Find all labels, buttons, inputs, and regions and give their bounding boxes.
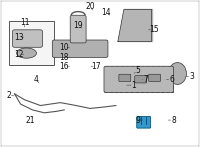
FancyBboxPatch shape (52, 40, 108, 57)
Bar (104, 66, 173, 92)
Text: 2: 2 (6, 91, 11, 100)
FancyBboxPatch shape (70, 15, 86, 43)
Text: 7: 7 (143, 75, 148, 84)
Text: 5: 5 (135, 66, 140, 75)
Text: 17: 17 (91, 62, 101, 71)
FancyBboxPatch shape (137, 116, 151, 128)
Text: 12: 12 (14, 50, 23, 59)
Text: 21: 21 (26, 116, 35, 125)
FancyBboxPatch shape (149, 74, 161, 81)
Ellipse shape (17, 48, 36, 58)
Ellipse shape (169, 63, 186, 84)
FancyBboxPatch shape (1, 1, 199, 146)
Text: 4: 4 (34, 75, 39, 84)
Text: 16: 16 (59, 62, 69, 71)
Text: 15: 15 (149, 25, 158, 34)
FancyBboxPatch shape (135, 76, 147, 83)
Text: 9: 9 (135, 116, 140, 125)
Text: 11: 11 (20, 18, 29, 27)
Text: 18: 18 (60, 53, 69, 62)
Bar (9, 21, 54, 65)
Text: 13: 13 (14, 33, 23, 42)
Polygon shape (118, 9, 152, 41)
Text: 8: 8 (171, 116, 176, 125)
FancyBboxPatch shape (13, 30, 42, 47)
Text: 19: 19 (73, 21, 83, 30)
Text: 6: 6 (169, 75, 174, 84)
FancyBboxPatch shape (104, 66, 173, 92)
Text: 20: 20 (85, 2, 95, 11)
FancyBboxPatch shape (119, 74, 131, 81)
Text: 1: 1 (131, 81, 136, 90)
Text: 14: 14 (101, 8, 111, 17)
Text: 10: 10 (59, 43, 69, 52)
Text: 3: 3 (189, 72, 194, 81)
